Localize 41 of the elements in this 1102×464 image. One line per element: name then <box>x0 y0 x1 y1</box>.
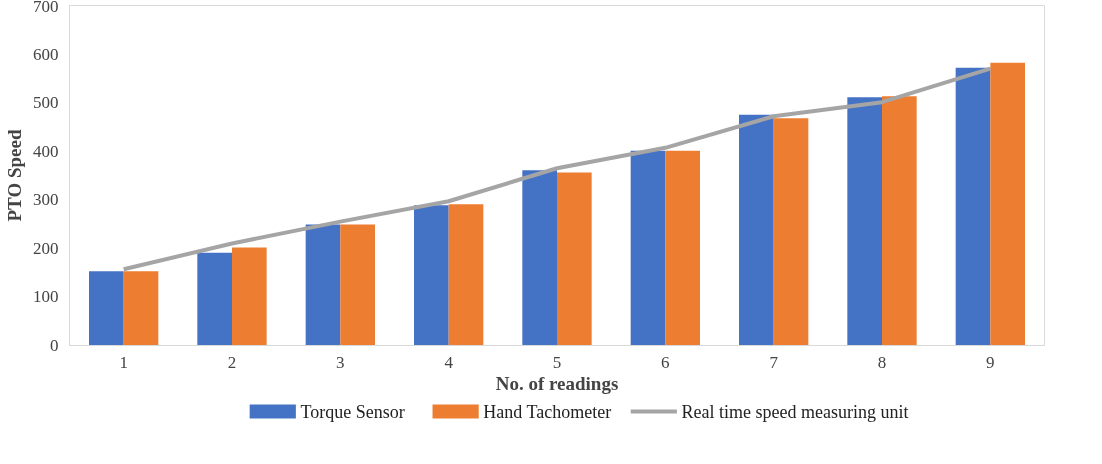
y-axis-title: PTO Speed <box>4 129 25 222</box>
x-tick-label: 2 <box>227 352 237 372</box>
bar <box>448 204 484 346</box>
bar <box>739 114 774 346</box>
y-tick-label: 600 <box>33 44 59 64</box>
bar <box>340 224 375 346</box>
bar <box>414 205 449 346</box>
x-tick-label: 1 <box>119 352 128 372</box>
x-tick-label: 6 <box>661 352 670 372</box>
x-tick-label: 9 <box>986 352 995 372</box>
y-tick-label: 300 <box>33 190 59 210</box>
x-tick-label: 8 <box>877 352 887 372</box>
bar <box>955 67 991 346</box>
bar <box>882 96 917 346</box>
legend-label: Real time speed measuring unit <box>681 401 909 422</box>
line-series <box>121 66 993 272</box>
y-tick-label: 400 <box>33 141 59 161</box>
bar <box>123 271 159 346</box>
x-tick-label: 7 <box>769 352 779 372</box>
x-tick-label: 5 <box>552 352 562 372</box>
bar <box>197 252 232 346</box>
bar <box>557 172 592 346</box>
bar <box>305 224 341 346</box>
y-tick-label: 500 <box>33 93 59 113</box>
bar <box>665 150 700 346</box>
y-tick-label: 100 <box>33 287 59 307</box>
legend-label: Torque Sensor <box>300 401 405 422</box>
y-tick-label: 200 <box>33 238 59 258</box>
bar <box>232 247 267 346</box>
bar <box>847 97 882 346</box>
x-tick-label: 3 <box>336 352 345 372</box>
bar <box>89 271 124 346</box>
bar <box>773 118 809 346</box>
legend-label: Hand Tachometer <box>483 401 612 422</box>
y-tick-label: 700 <box>33 0 59 16</box>
y-tick-label: 0 <box>50 336 59 355</box>
bar <box>522 170 557 346</box>
bar <box>990 62 1025 346</box>
x-tick-label: 4 <box>444 352 454 372</box>
x-axis-title: No. of readings <box>495 372 619 394</box>
bar <box>630 150 666 346</box>
